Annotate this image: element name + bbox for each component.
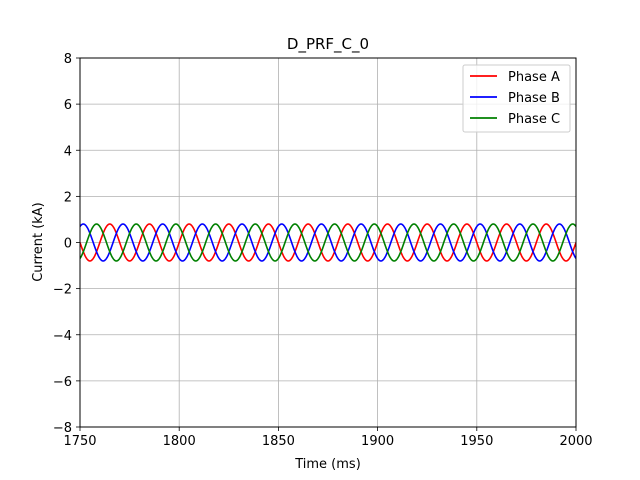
legend-frame xyxy=(462,64,571,133)
y-tick-label: −4 xyxy=(53,329,72,344)
y-tick-label: 2 xyxy=(64,190,72,205)
series-lines xyxy=(80,223,576,262)
x-tick-label: 1800 xyxy=(163,434,196,449)
legend: Phase A Phase B Phase C xyxy=(462,64,571,133)
x-tick-label: 1750 xyxy=(63,434,96,449)
x-axis-label: Time (ms) xyxy=(294,457,361,472)
legend-label: Phase A xyxy=(508,70,560,85)
y-tick-label: 8 xyxy=(64,52,72,67)
y-axis: −8 −6 −4 −2 0 2 4 6 8 xyxy=(53,52,80,436)
legend-label: Phase C xyxy=(508,112,560,127)
y-tick-label: −6 xyxy=(53,375,72,390)
series-line-3 xyxy=(80,223,576,262)
y-tick-label: −2 xyxy=(53,283,72,298)
y-tick-label: 0 xyxy=(64,237,72,252)
y-tick-label: 4 xyxy=(64,144,72,159)
x-tick-label: 2000 xyxy=(559,434,592,449)
chart-title: D_PRF_C_0 xyxy=(287,35,369,54)
y-axis-label: Current (kA) xyxy=(31,202,46,282)
x-axis: 1750 1800 1850 1900 1950 2000 xyxy=(63,427,593,449)
legend-label: Phase B xyxy=(508,91,560,106)
y-tick-label: 6 xyxy=(64,98,72,113)
x-tick-label: 1900 xyxy=(361,434,394,449)
y-tick-label: −8 xyxy=(53,421,72,436)
x-tick-label: 1950 xyxy=(460,434,493,449)
x-tick-label: 1850 xyxy=(262,434,295,449)
